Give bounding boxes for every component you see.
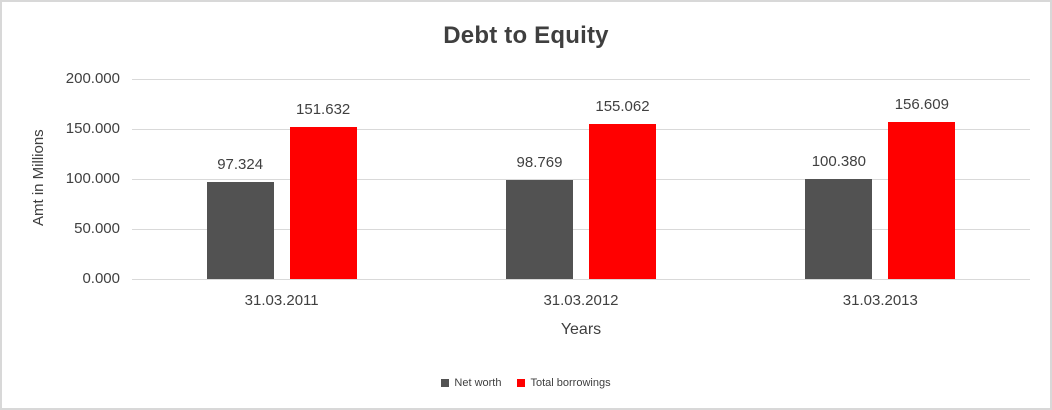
plot-area: 97.324 151.632 98.769 155.062 100.380 156.609 <box>132 79 1030 280</box>
gridline <box>132 229 1030 230</box>
x-category-label: 31.03.2012 <box>543 292 619 309</box>
bar-wrap: 155.062 <box>588 98 656 279</box>
bar-wrap: 100.380 <box>805 153 873 279</box>
bar-total-borrowings <box>588 124 656 279</box>
x-axis-title: Years <box>560 321 602 338</box>
data-label: 155.062 <box>595 98 650 115</box>
bar-net-worth <box>206 182 274 279</box>
bar-wrap: 151.632 <box>289 101 357 279</box>
y-tick-label: 100.000 <box>65 170 120 187</box>
gridline <box>132 179 1030 180</box>
data-label: 151.632 <box>296 101 351 118</box>
bar-wrap: 97.324 <box>206 156 274 279</box>
bar-net-worth <box>505 180 573 279</box>
chart-title: Debt to Equity <box>443 22 609 49</box>
bar-group-31.03.2012: 98.769 155.062 <box>431 79 730 279</box>
y-tick-label: 150.000 <box>65 120 120 137</box>
x-category-label: 31.03.2011 <box>244 292 319 309</box>
gridline <box>132 129 1030 130</box>
data-label: 97.324 <box>217 156 264 173</box>
y-tick-label: 0.000 <box>82 270 120 287</box>
legend-label: Total borrowings <box>530 377 611 389</box>
bar-net-worth <box>805 179 873 279</box>
x-axis-category-labels: 31.03.2011 31.03.2012 31.03.2013 <box>132 292 1030 309</box>
x-category-label: 31.03.2013 <box>842 292 918 309</box>
legend-item-net-worth: Net worth <box>441 377 501 389</box>
legend-item-total-borrowings: Total borrowings <box>517 377 611 389</box>
bar-wrap: 156.609 <box>888 96 956 279</box>
y-tick-label: 200.000 <box>65 70 120 87</box>
data-label: 100.380 <box>811 153 866 170</box>
legend-label: Net worth <box>454 377 502 389</box>
gridline <box>132 79 1030 80</box>
legend: Net worth Total borrowings <box>2 377 1050 389</box>
y-tick-label: 50.000 <box>74 220 120 237</box>
legend-swatch-icon <box>517 379 526 387</box>
gridline <box>132 279 1030 280</box>
bar-total-borrowings <box>888 122 956 279</box>
bar-wrap: 98.769 <box>505 154 573 279</box>
bar-group-31.03.2013: 100.380 156.609 <box>731 79 1030 279</box>
bar-total-borrowings <box>289 127 357 279</box>
data-label: 156.609 <box>894 96 949 113</box>
bar-group-31.03.2011: 97.324 151.632 <box>132 79 431 279</box>
legend-swatch-icon <box>441 379 450 387</box>
data-label: 98.769 <box>516 154 563 171</box>
